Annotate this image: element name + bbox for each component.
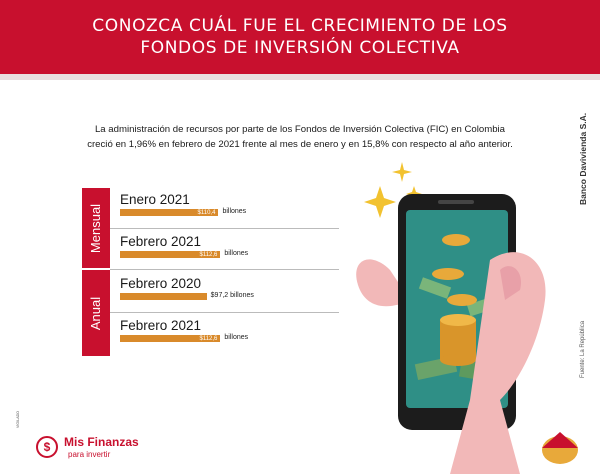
dollar-coin-icon: $ [36,436,58,458]
category-label: Febrero 2021 [120,318,202,333]
category-label: Enero 2021 [120,192,190,207]
bar: $110,4 [120,209,219,216]
title-line-2: FONDOS DE INVERSIÓN COLECTIVA [140,38,460,58]
header-shadow-band [0,74,600,80]
chart-row-3: Febrero 2021 $112,6 billones [120,318,339,342]
phone-speaker [438,200,474,204]
group-label-mensual: Mensual [82,188,110,268]
fingernail [500,266,521,300]
anual-label: Anual [88,296,104,330]
hand-shape [450,252,546,474]
thumb-shape [356,259,410,307]
bar [120,293,207,300]
mis-finanzas-logo: $ Mis Finanzas para invertir [36,433,146,463]
bar-chart: Mensual Anual Enero 2021 $110,4 billones… [82,188,339,356]
bar: $112,6 [120,335,221,342]
value-label: $112,6 [199,335,218,342]
title-line-1: CONOZCA CUÁL FUE EL CRECIMIENTO DE LOS [92,16,508,36]
bar: $112,6 [120,251,221,258]
value-label: $112,6 [199,251,218,258]
brand-name: Banco Davivienda S.A. [578,112,588,205]
logo-tagline: para invertir [68,450,111,459]
value-label: $110,4 [197,209,216,216]
chart-row-2: Febrero 2020 $97,2 billones [120,276,339,300]
unit-label: billones [222,208,247,215]
vigilado-mark: VIGILADO [16,411,20,428]
intro-line-1: La administración de recursos por parte … [94,124,506,135]
row-divider [110,228,339,229]
value-label-outside: $97,2 billones [210,292,254,299]
mensual-label: Mensual [88,203,104,253]
chart-row-0: Enero 2021 $110,4 billones [120,192,339,216]
unit-label: billones [224,250,249,257]
row-divider [110,312,339,313]
source-note: Fuente: La República [580,320,586,378]
header-banner: CONOZCA CUÁL FUE EL CRECIMIENTO DE LOS F… [0,0,600,74]
group-divider [110,269,339,270]
group-label-anual: Anual [82,270,110,356]
logo-name: Mis Finanzas [64,435,139,449]
category-label: Febrero 2021 [120,234,202,249]
unit-label: billones [224,334,249,341]
coins-icon [432,234,477,366]
category-label: Febrero 2020 [120,276,202,291]
phone-illustration [356,162,578,474]
piggy-house-icon [542,432,578,464]
chart-row-1: Febrero 2021 $112,6 billones [120,234,339,258]
intro-line-2: creció en 1,96% en febrero de 2021 frent… [87,139,513,150]
intro-text: La administración de recursos por parte … [70,122,530,152]
